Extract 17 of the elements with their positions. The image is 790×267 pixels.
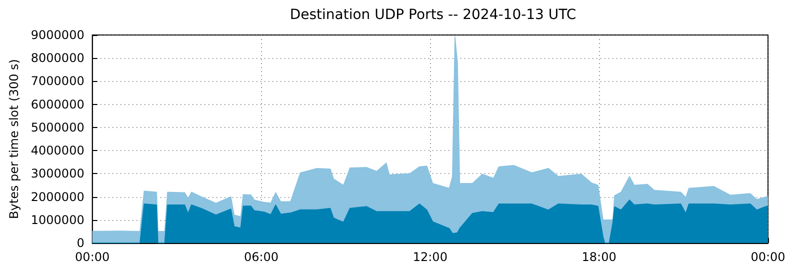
x-tick-label: 12:00	[412, 250, 448, 264]
y-tick-label: 1000000	[30, 212, 84, 227]
chart-title: Destination UDP Ports -- 2024-10-13 UTC	[290, 7, 576, 23]
y-tick-label: 0	[76, 236, 84, 250]
y-tick-label: 2000000	[30, 190, 84, 204]
x-tick-label: 00:00	[750, 250, 786, 264]
x-tick-label: 00:00	[75, 250, 110, 264]
y-tick-label: 8000000	[30, 51, 84, 66]
y-tick-label: 9000000	[30, 28, 84, 42]
y-tick-label: 6000000	[30, 97, 84, 112]
y-tick-label: 4000000	[30, 144, 84, 158]
y-axis-title: Bytes per time slot (300 s)	[7, 59, 21, 219]
y-tick-label: 7000000	[30, 74, 84, 88]
x-tick-label: 18:00	[582, 250, 616, 264]
y-tick-label: 3000000	[30, 166, 84, 181]
x-tick-label: 06:00	[244, 250, 279, 264]
y-tick-label: 5000000	[30, 120, 84, 134]
